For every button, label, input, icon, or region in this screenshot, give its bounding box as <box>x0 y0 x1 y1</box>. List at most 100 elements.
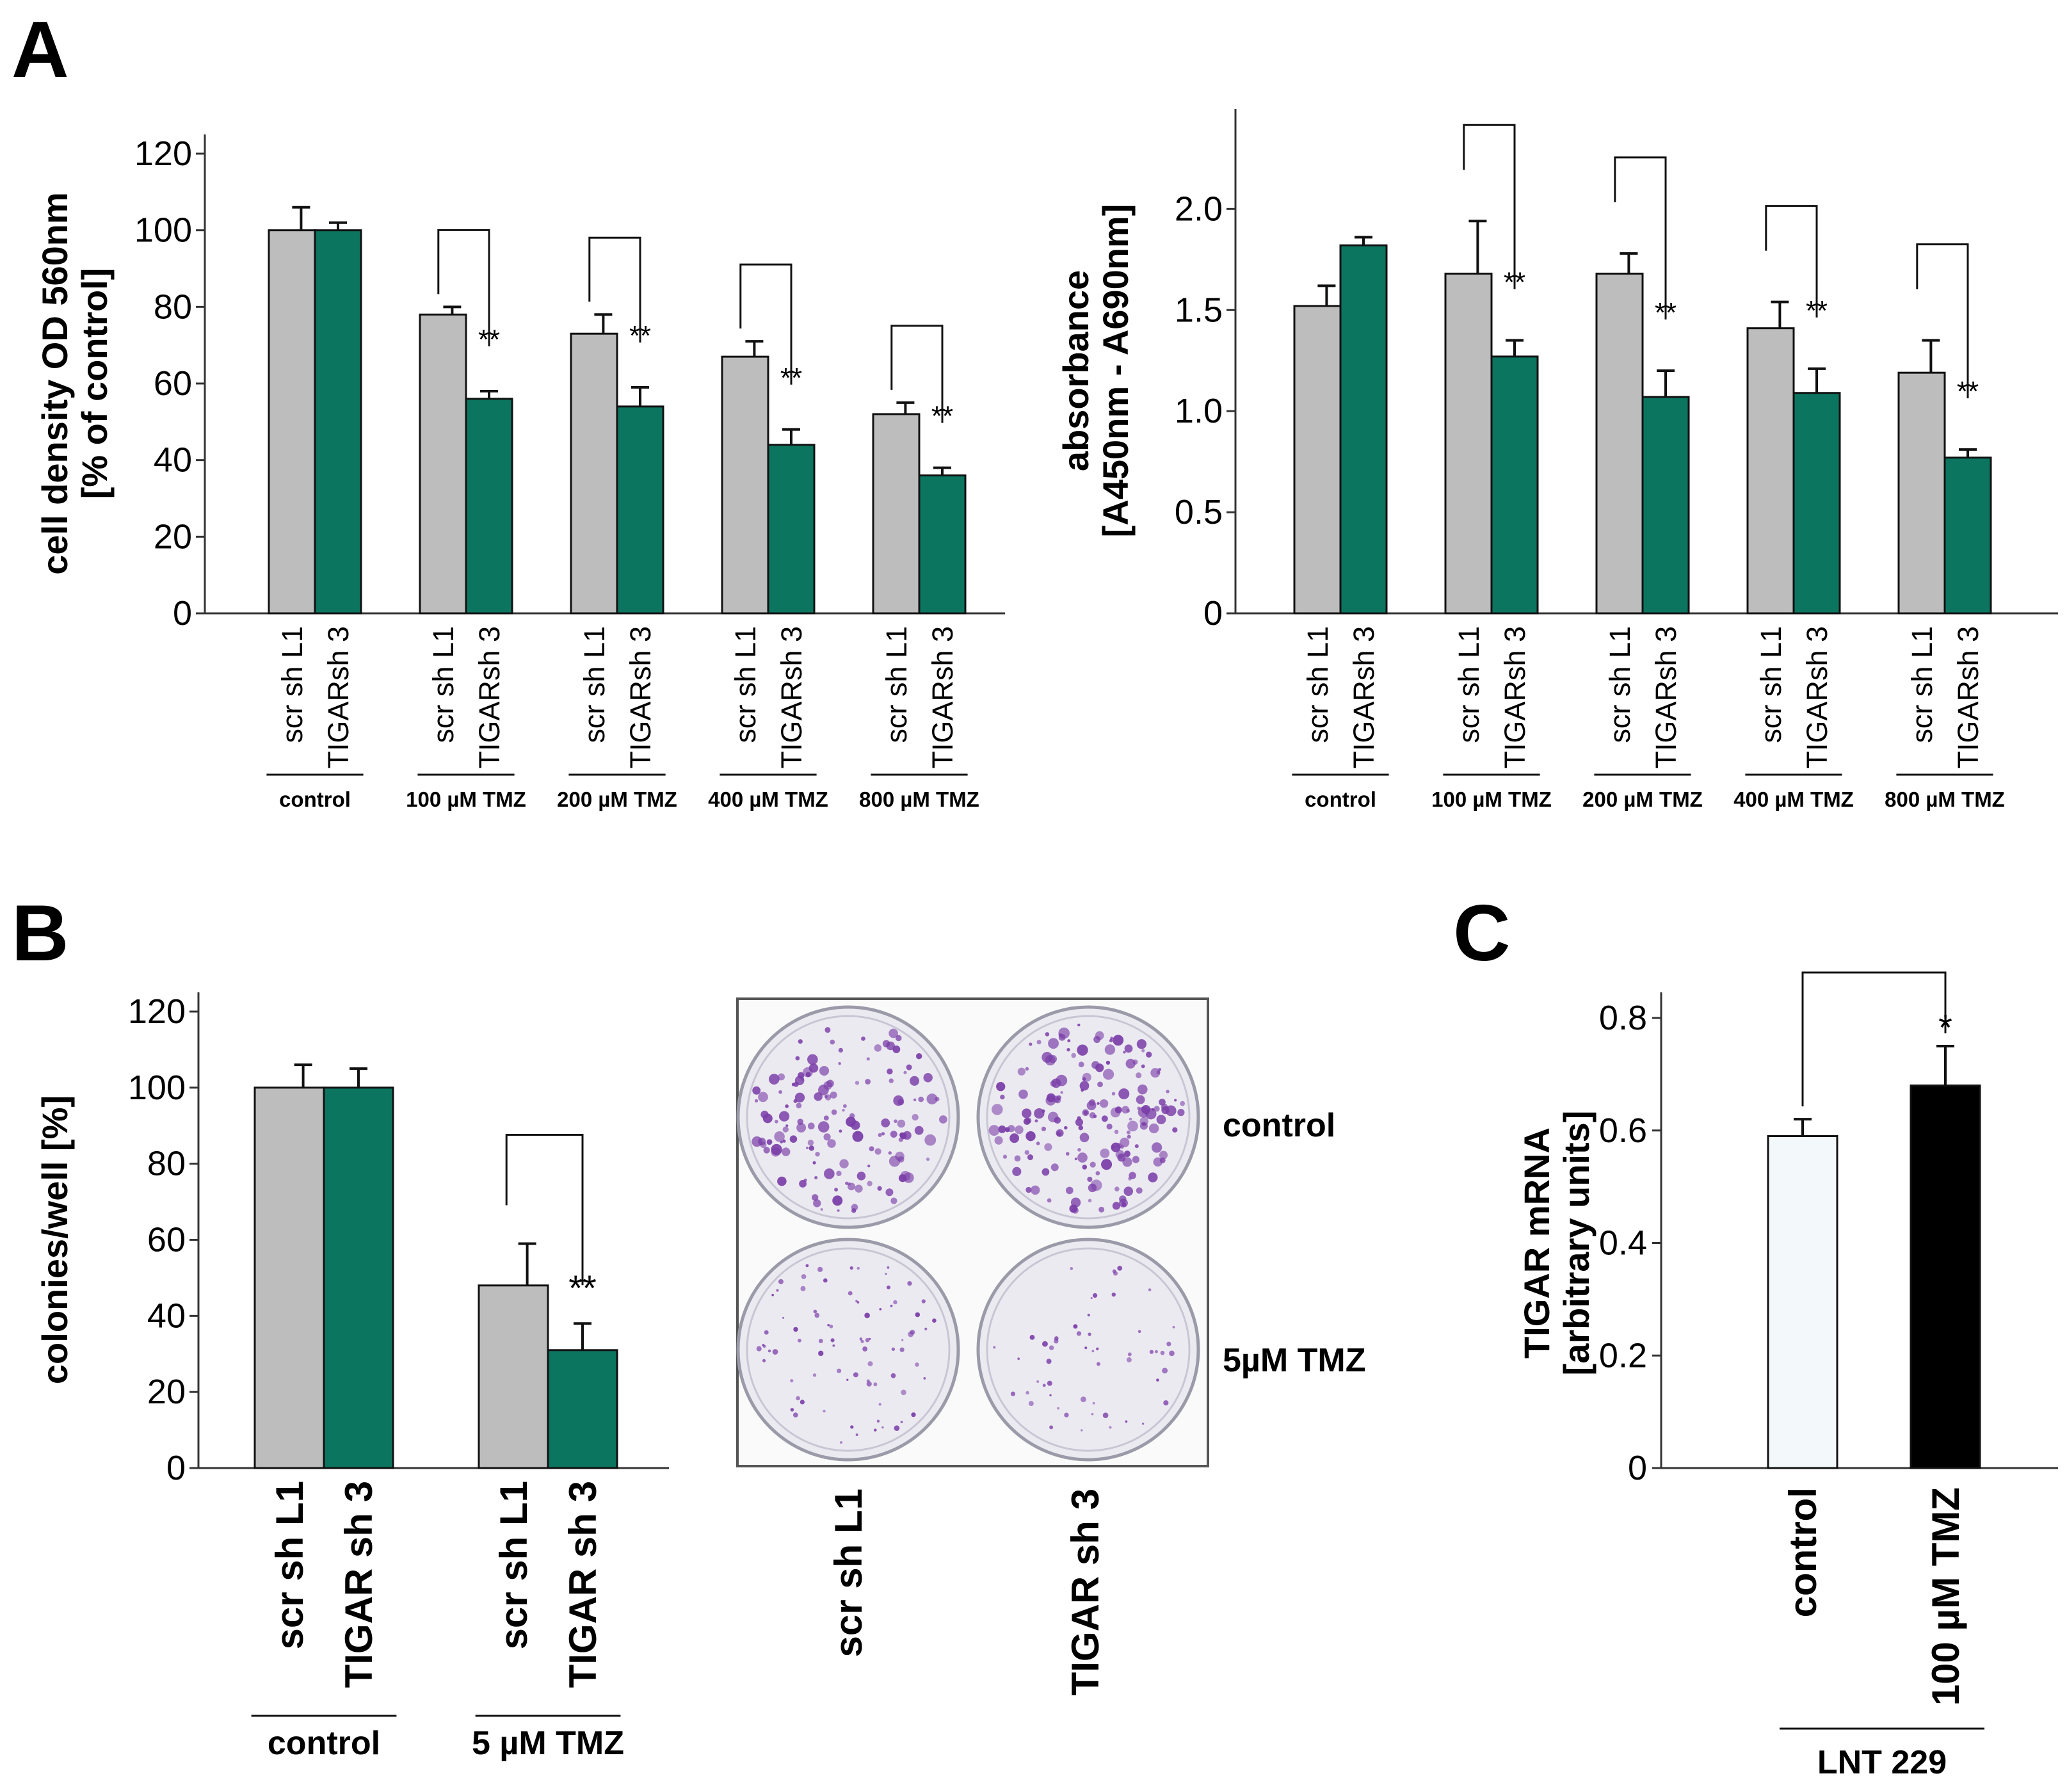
colony <box>1066 1047 1070 1052</box>
colony <box>768 1074 780 1085</box>
y-tick-label: 0.6 <box>1599 1111 1647 1150</box>
colony <box>914 1126 924 1135</box>
colony <box>1123 1150 1130 1158</box>
colony <box>923 1073 933 1083</box>
colony <box>1012 1166 1022 1176</box>
significance-bracket <box>890 325 944 423</box>
y-tick-label: 0 <box>166 1449 186 1487</box>
colony <box>832 1195 843 1206</box>
significance-marker: * <box>1938 1007 1952 1047</box>
y-axis-label: TIGAR mRNA <box>1516 1127 1557 1359</box>
colony <box>921 1299 926 1304</box>
bar <box>1767 1135 1838 1469</box>
bar-label: scr sh L1 <box>880 626 913 743</box>
colony <box>772 1349 778 1355</box>
colony <box>838 1062 841 1065</box>
bar <box>1490 355 1539 615</box>
colony <box>1169 1350 1175 1357</box>
bar <box>1595 272 1644 615</box>
colony <box>1122 1106 1130 1114</box>
colony <box>1114 1129 1119 1134</box>
colony <box>1073 1324 1078 1329</box>
culture-plate <box>976 1005 1200 1229</box>
colony <box>782 1126 789 1133</box>
bar-label: scr sh L1 <box>492 1481 535 1649</box>
colony <box>1172 1127 1178 1133</box>
bar-label: scr sh L1 <box>1604 626 1636 743</box>
colony <box>815 1152 820 1157</box>
colony <box>1065 1186 1074 1195</box>
colony <box>1097 1081 1103 1088</box>
error-bar <box>1808 367 1826 393</box>
colony <box>1056 1131 1062 1137</box>
colony <box>797 1338 801 1343</box>
colony <box>1172 1326 1175 1328</box>
colony <box>830 1338 835 1343</box>
colony <box>796 1396 800 1401</box>
colony <box>1082 1165 1088 1170</box>
panel-label-b: B <box>12 889 69 978</box>
bar <box>1746 327 1795 615</box>
bar <box>323 1086 394 1469</box>
colony <box>823 1409 826 1413</box>
significance-marker: ** <box>629 320 651 351</box>
error-bar <box>1936 1044 1954 1086</box>
colony <box>1081 1088 1084 1092</box>
colony <box>1008 1125 1015 1133</box>
colony <box>1054 1117 1061 1124</box>
colony <box>778 1279 784 1284</box>
colony <box>1092 1293 1098 1298</box>
colony <box>1054 1097 1061 1104</box>
colony <box>1018 1089 1028 1099</box>
colony <box>1046 1359 1052 1364</box>
colony <box>998 1125 1006 1133</box>
error-bar <box>896 401 915 414</box>
colony <box>778 1073 785 1081</box>
colony <box>911 1412 916 1417</box>
y-tick-label: 80 <box>154 287 192 326</box>
colony <box>1064 1412 1069 1417</box>
colony <box>771 1147 781 1157</box>
colony <box>897 1119 906 1128</box>
colony <box>988 1125 1000 1136</box>
colony <box>1122 1157 1132 1167</box>
colony <box>899 1132 905 1138</box>
colony <box>878 1403 881 1406</box>
error-bar <box>350 1067 367 1088</box>
significance-bracket <box>1614 156 1667 319</box>
colony <box>1017 1067 1025 1076</box>
colony <box>1136 1039 1147 1049</box>
colony <box>1065 1152 1070 1156</box>
colony <box>1136 1072 1142 1079</box>
colony <box>1165 1105 1177 1117</box>
colony <box>1148 1123 1159 1134</box>
bar-label: scr sh L1 <box>276 626 309 743</box>
colony <box>1036 1380 1040 1383</box>
colony <box>793 1327 798 1332</box>
error-bar <box>745 340 764 357</box>
colony <box>1042 1384 1046 1387</box>
colony <box>1081 1429 1083 1432</box>
colony <box>867 1164 871 1168</box>
colony <box>808 1145 814 1151</box>
significance-bracket <box>1463 124 1516 289</box>
y-axis-label: colonies/well [%] <box>35 1095 75 1384</box>
bar <box>1641 396 1690 615</box>
colony <box>1136 1187 1143 1194</box>
group-label: control <box>1305 787 1376 811</box>
colony <box>887 1266 890 1269</box>
bar <box>1910 1084 1981 1469</box>
colony <box>823 1115 829 1121</box>
colony <box>1097 1102 1100 1105</box>
colony <box>1160 1350 1165 1355</box>
colony <box>837 1368 842 1373</box>
colony <box>1128 1177 1132 1181</box>
y-axis-label-units: [% of control] <box>74 268 115 499</box>
significance-bracket <box>1765 205 1818 318</box>
colony <box>1078 1061 1084 1068</box>
colony <box>814 1092 823 1101</box>
colony <box>881 1132 885 1136</box>
chart-a-absorbance: 0 0.5 1.0 1.5 2.0 absorbance [A450nm - A690nm]… <box>1056 109 2058 811</box>
colony <box>1000 1094 1005 1100</box>
